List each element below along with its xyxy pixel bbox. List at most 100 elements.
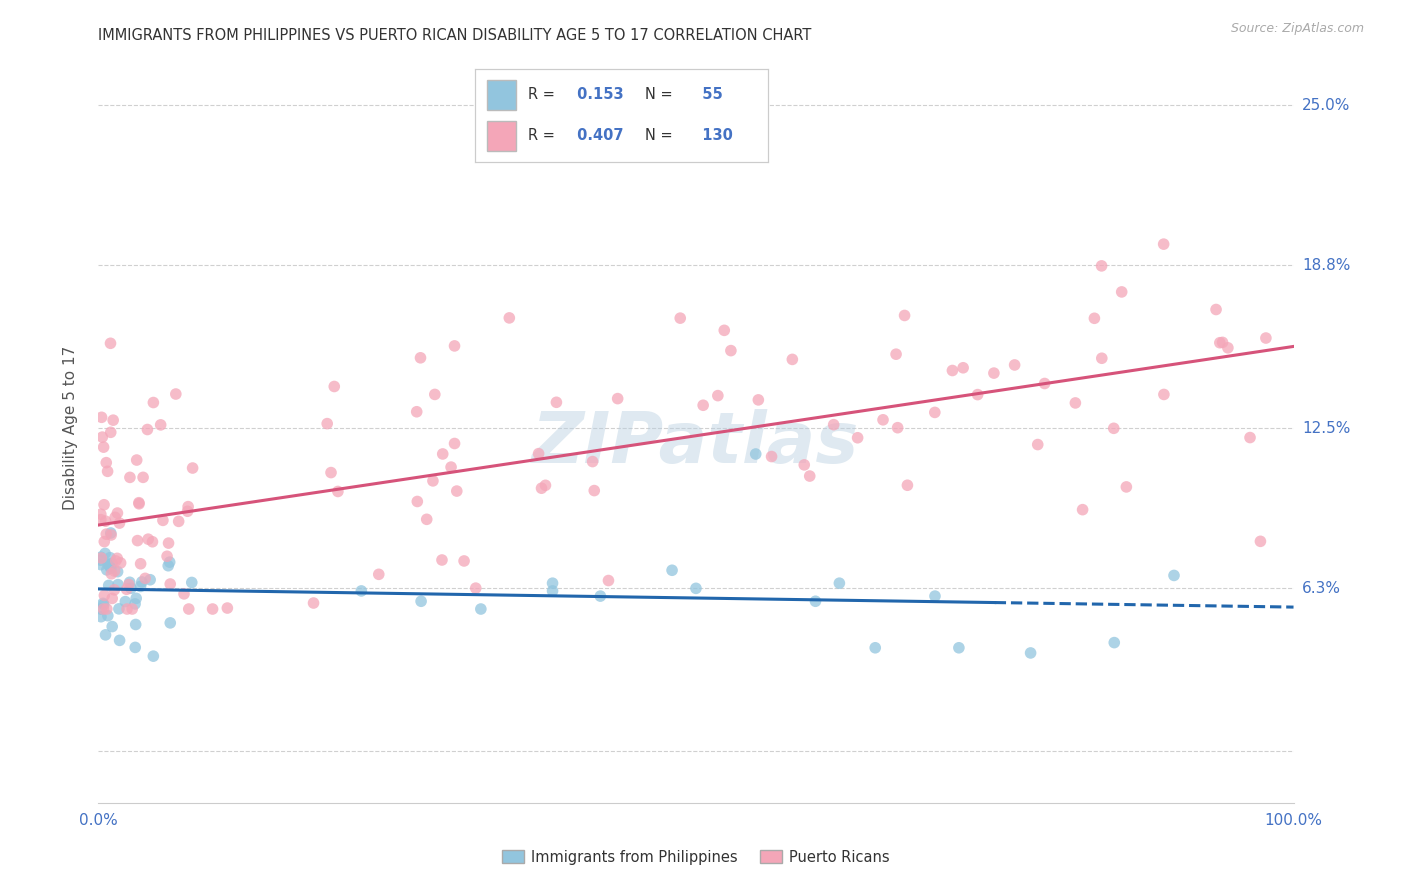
Point xyxy=(1026,437,1049,451)
Point xyxy=(1209,335,1232,350)
Point xyxy=(167,514,190,528)
Point xyxy=(367,567,389,582)
Point xyxy=(104,510,127,524)
Point xyxy=(747,392,769,407)
Point xyxy=(430,553,453,567)
Point xyxy=(692,398,714,412)
Point xyxy=(96,602,118,616)
Point xyxy=(966,387,988,401)
Text: 18.8%: 18.8% xyxy=(1302,258,1350,273)
Point xyxy=(406,494,429,508)
Point xyxy=(134,571,156,585)
Point xyxy=(165,387,187,401)
Point xyxy=(125,591,148,606)
Point xyxy=(100,561,122,575)
Point xyxy=(583,483,606,498)
Point xyxy=(98,559,121,574)
Point xyxy=(90,550,112,565)
Point xyxy=(100,526,122,541)
Text: 12.5%: 12.5% xyxy=(1302,421,1350,435)
Point xyxy=(828,576,851,591)
Point xyxy=(121,602,143,616)
Point xyxy=(872,413,894,427)
Point xyxy=(93,589,115,603)
Point xyxy=(177,602,200,616)
Point xyxy=(101,591,124,606)
Point xyxy=(104,554,127,568)
Point xyxy=(124,597,146,611)
Point xyxy=(93,534,115,549)
Point xyxy=(101,413,124,427)
Point xyxy=(453,554,475,568)
Point xyxy=(201,602,224,616)
Point xyxy=(405,405,427,419)
Point xyxy=(90,507,112,521)
Point xyxy=(97,578,120,592)
Point xyxy=(1212,335,1234,350)
Point xyxy=(180,575,202,590)
Text: 25.0%: 25.0% xyxy=(1302,98,1350,112)
Point xyxy=(865,640,887,655)
Point xyxy=(103,564,125,578)
Point xyxy=(91,430,114,444)
Point xyxy=(157,558,180,573)
Point xyxy=(108,633,131,648)
Point xyxy=(90,602,112,616)
Point xyxy=(136,423,159,437)
Point xyxy=(159,615,181,630)
Point xyxy=(136,532,159,546)
Point xyxy=(91,596,114,610)
Point xyxy=(107,577,129,591)
Point xyxy=(464,581,486,595)
Y-axis label: Disability Age 5 to 17: Disability Age 5 to 17 xyxy=(63,346,77,510)
Point xyxy=(707,389,730,403)
Point xyxy=(97,557,120,571)
Point xyxy=(720,343,742,358)
Point xyxy=(100,425,122,440)
Point xyxy=(131,574,153,589)
Point xyxy=(1205,302,1227,317)
Point xyxy=(96,456,118,470)
Point xyxy=(159,577,181,591)
Point xyxy=(129,579,152,593)
Point xyxy=(1091,351,1114,366)
Point xyxy=(713,323,735,337)
Point xyxy=(103,582,125,597)
Point xyxy=(893,309,915,323)
Point xyxy=(125,617,148,632)
Point xyxy=(598,574,620,588)
Point xyxy=(132,470,155,484)
Point xyxy=(1033,376,1056,391)
Point xyxy=(159,555,181,569)
Point xyxy=(118,575,141,590)
Point xyxy=(546,395,568,409)
Point xyxy=(124,640,146,655)
Point xyxy=(108,516,131,530)
Point xyxy=(1090,259,1112,273)
Point xyxy=(1104,635,1126,649)
Point xyxy=(541,583,564,598)
Point xyxy=(127,533,149,548)
Point xyxy=(886,420,908,434)
Point xyxy=(90,551,112,566)
Point xyxy=(1216,341,1239,355)
Text: 6.3%: 6.3% xyxy=(1302,581,1341,596)
Point xyxy=(98,550,121,565)
Point xyxy=(1004,358,1026,372)
Point xyxy=(941,363,963,377)
Point xyxy=(90,513,112,527)
Point xyxy=(581,454,603,468)
Point xyxy=(319,466,342,480)
Point xyxy=(100,528,122,542)
Point xyxy=(100,566,122,581)
Point xyxy=(105,551,128,566)
Point xyxy=(1115,480,1137,494)
Point xyxy=(1163,568,1185,582)
Point xyxy=(94,514,117,528)
Point xyxy=(157,536,180,550)
Point xyxy=(149,417,172,432)
Point xyxy=(804,594,827,608)
Point xyxy=(983,366,1005,380)
Point xyxy=(1064,396,1087,410)
Point xyxy=(846,431,869,445)
